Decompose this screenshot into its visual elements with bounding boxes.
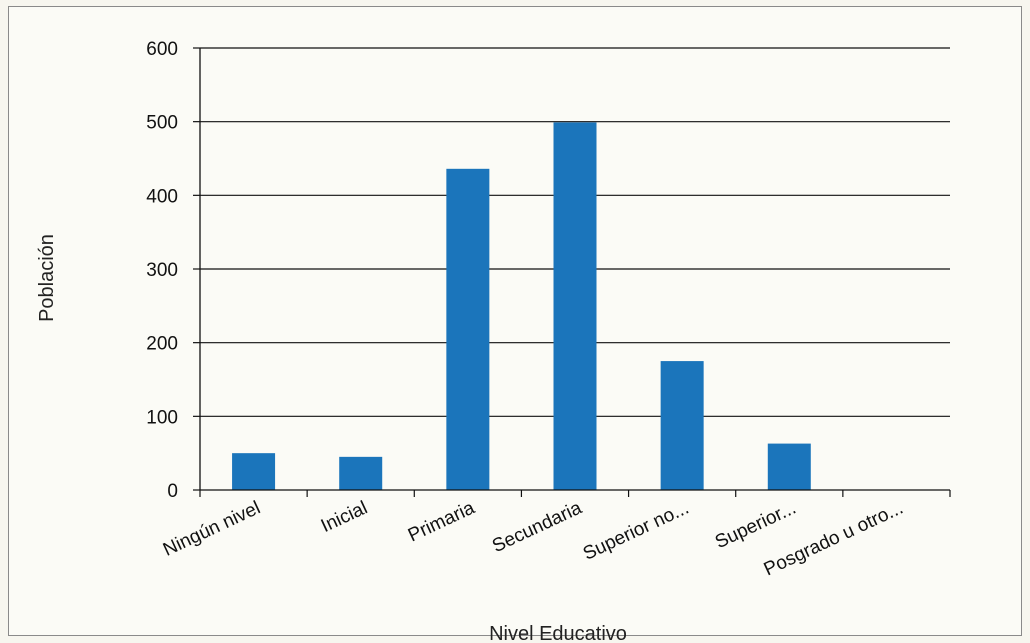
x-tick-label: Inicial xyxy=(318,497,371,537)
labels: 0 100 200 300 400 500 600 Ningún nivel Inicial Pr… xyxy=(146,39,906,580)
y-tick-label: 600 xyxy=(146,39,178,60)
x-tick-label: Superior... xyxy=(712,497,799,553)
y-axis-title: Población xyxy=(36,234,58,322)
y-tick-label: 0 xyxy=(167,481,178,502)
gridlines xyxy=(200,47,950,417)
x-axis-title: Nivel Educativo xyxy=(489,623,627,643)
y-tick-label: 400 xyxy=(146,186,178,207)
x-tick-label: Ningún nivel xyxy=(160,497,264,560)
chart-frame xyxy=(8,6,1022,636)
y-tick-label: 300 xyxy=(146,260,178,281)
bar xyxy=(660,361,704,490)
y-tick-label: 100 xyxy=(146,407,178,428)
x-tick-label: Primaria xyxy=(405,497,478,546)
bar xyxy=(446,168,490,490)
bar xyxy=(232,453,276,490)
bar xyxy=(553,122,597,491)
axes xyxy=(193,47,951,497)
x-tick-label: Superior no... xyxy=(580,497,692,564)
y-tick-label: 200 xyxy=(146,334,178,355)
bar xyxy=(767,443,811,490)
y-tick-label: 500 xyxy=(146,113,178,134)
bar xyxy=(339,456,383,490)
x-tick-label: Secundaria xyxy=(489,497,585,557)
bars xyxy=(232,122,811,491)
